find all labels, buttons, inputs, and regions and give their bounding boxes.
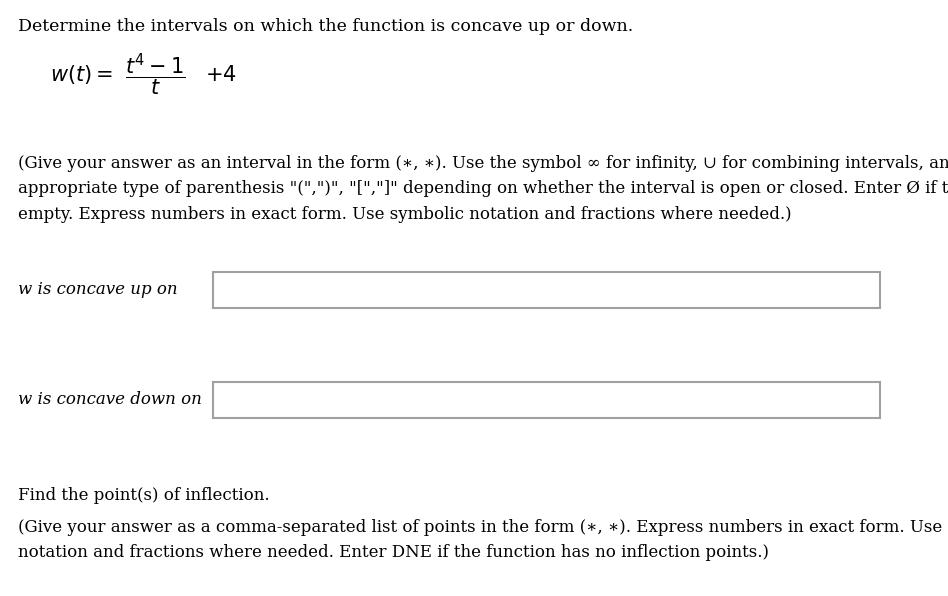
Text: Determine the intervals on which the function is concave up or down.: Determine the intervals on which the fun… (18, 18, 633, 35)
Text: w is concave down on: w is concave down on (18, 392, 202, 408)
Text: $w(t) =$: $w(t) =$ (50, 64, 113, 86)
Text: (Give your answer as a comma-separated list of points in the form (∗, ∗). Expres: (Give your answer as a comma-separated l… (18, 519, 948, 561)
Text: Find the point(s) of inflection.: Find the point(s) of inflection. (18, 487, 269, 504)
Text: $+ 4$: $+ 4$ (205, 65, 237, 85)
Text: w is concave up on: w is concave up on (18, 281, 177, 299)
Bar (213, 382, 880, 418)
Bar (213, 272, 880, 308)
Text: $\dfrac{t^4 - 1}{t}$: $\dfrac{t^4 - 1}{t}$ (125, 52, 185, 98)
Text: (Give your answer as an interval in the form (∗, ∗). Use the symbol ∞ for infini: (Give your answer as an interval in the … (18, 155, 948, 223)
